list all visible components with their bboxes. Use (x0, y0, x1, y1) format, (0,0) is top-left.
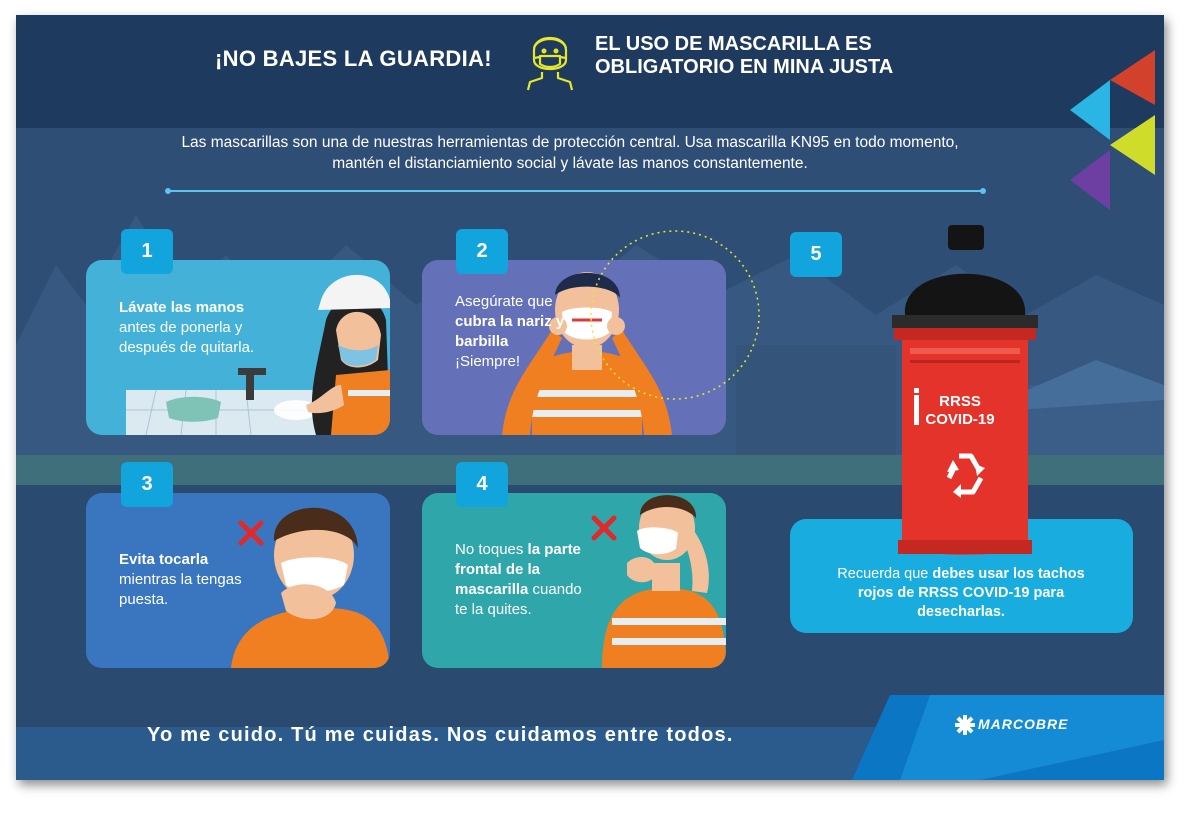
header-band (16, 15, 1164, 128)
header-title-line1: EL USO DE MASCARILLA ES (595, 33, 872, 55)
mask-removal-illustration (591, 495, 726, 668)
step-badge-4: 4 (456, 462, 508, 507)
marcobre-logo-text: MARCOBRE (978, 716, 1069, 732)
bin-label: RRSS COVID-19 (905, 393, 1015, 429)
face-mask-icon (526, 36, 574, 91)
step-text-2: Asegúrate que cubra la nariz y barbilla … (455, 292, 565, 372)
step-5-bold: debes usar los tachos rojos de RRSS COVI… (857, 566, 1085, 620)
step-1-text: antes de ponerla y después de quitarla. (119, 319, 255, 356)
no-touch-mask-illustration (231, 507, 390, 668)
step-badge-3: 3 (121, 462, 173, 507)
step-2-text: ¡Siempre! (455, 353, 521, 370)
header-title-line2: OBLIGATORIO EN MINA JUSTA (595, 56, 894, 78)
step-1-bold: Lávate las manos (119, 299, 245, 316)
mask-adjust-illustration (502, 272, 672, 435)
step-badge-2: 2 (456, 229, 508, 274)
bin-label-line2: COVID-19 (925, 411, 995, 428)
step-text-1: Lávate las manos antes de ponerla y desp… (119, 298, 279, 358)
step-5-pre: Recuerda que (837, 566, 933, 582)
intro-text: Las mascarillas son una de nuestras herr… (181, 134, 959, 172)
step-3-bold: Evita tocarla (119, 551, 209, 568)
step-text-3: Evita tocarla mientras la tengas puesta. (119, 550, 259, 610)
step-card-3 (86, 493, 390, 668)
dotted-circle-decoration (590, 230, 760, 400)
step-badge-1: 1 (121, 229, 173, 274)
step-badge-5: 5 (790, 232, 842, 277)
step-text-4: No toques la parte frontal de la mascari… (455, 540, 595, 620)
header-slogan: ¡NO BAJES LA GUARDIA! (215, 46, 492, 71)
step-4-text: cuando te la quites. (455, 581, 582, 618)
decorative-triangles (1070, 50, 1155, 210)
step-card-4 (422, 493, 726, 668)
step-4-bold: la parte frontal de la mascarilla (455, 541, 581, 598)
step-3-text: mientras la tengas puesta. (119, 571, 242, 608)
step-card-1 (86, 260, 390, 435)
header-title: EL USO DE MASCARILLA ES OBLIGATORIO EN M… (595, 33, 975, 79)
step-4-pre: No toques (455, 541, 528, 558)
marcobre-logo-icon (955, 715, 975, 735)
divider (165, 188, 986, 194)
red-waste-bin-icon (892, 225, 1038, 555)
footer-slogan: Yo me cuido. Tú me cuidas. Nos cuidamos … (147, 724, 734, 746)
handwashing-illustration (126, 274, 390, 435)
step-2-pre: Asegúrate que (455, 293, 553, 310)
step-2-bold: cubra la nariz y barbilla (455, 313, 565, 350)
step-text-5: Recuerda que debes usar los tachos rojos… (830, 565, 1092, 622)
bin-label-line1: RRSS (939, 393, 981, 410)
step-card-2 (422, 260, 726, 435)
